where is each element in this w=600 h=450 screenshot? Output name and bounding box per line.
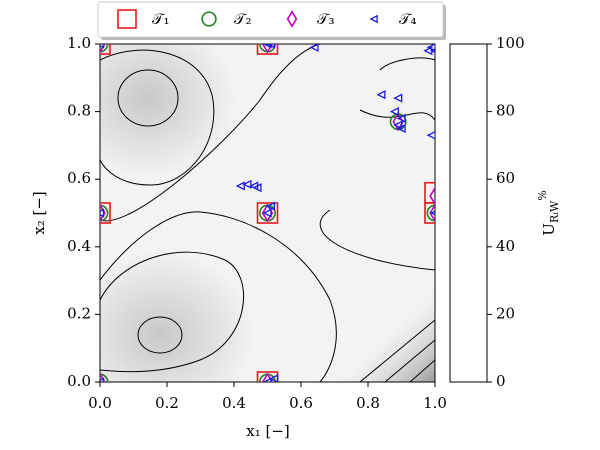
marker-diamond — [286, 10, 298, 28]
marker-triangle — [376, 90, 386, 100]
x-tick-label: 0.2 — [155, 394, 179, 412]
marker-triangle — [389, 107, 399, 117]
marker-circle — [201, 11, 217, 27]
x-tick-label: 0.8 — [356, 394, 380, 412]
x-tick-label: 0.6 — [289, 394, 313, 412]
colorbar-tick-label: 60 — [496, 169, 515, 187]
x-tick-label: 0.4 — [222, 394, 246, 412]
marker-triangle — [396, 113, 406, 123]
legend-label: 𝒯₁ — [152, 10, 170, 28]
marker-square — [424, 181, 435, 204]
marker-circle — [426, 204, 435, 222]
colorbar-tick-label: 80 — [496, 102, 515, 120]
y-axis-label: x₂ [−] — [30, 191, 48, 235]
marker-triangle — [265, 44, 276, 49]
colorbar-tick-label: 40 — [496, 237, 515, 255]
marker-triangle — [396, 123, 406, 134]
marker-square — [256, 44, 279, 55]
marker-triangle — [262, 208, 272, 218]
y-tick-label: 0.0 — [67, 372, 91, 390]
colorbar-tick-label: 0 — [496, 372, 506, 390]
y-tick-label: 0.4 — [67, 237, 91, 255]
contour-field — [100, 44, 435, 382]
marker-triangle — [393, 93, 403, 103]
legend-label: 𝒯₂ — [234, 10, 252, 28]
colorbar-label-unit: % — [536, 190, 549, 200]
marker-square — [256, 202, 279, 224]
colorbar-label-main: U — [540, 223, 558, 236]
x-axis-label: x₁ [−] — [246, 422, 290, 440]
y-tick-label: 0.6 — [67, 169, 91, 187]
marker-triangle — [426, 131, 435, 140]
colorbar-label: URₜW% — [536, 190, 561, 235]
marker-circle — [100, 204, 109, 222]
marker-triangle — [252, 183, 262, 193]
marker-diamond — [429, 203, 435, 223]
colorbar-tick-label: 100 — [496, 34, 525, 52]
points — [100, 44, 435, 382]
marker-triangle — [262, 377, 272, 382]
legend-label: 𝒯₃ — [317, 10, 335, 28]
marker-triangle — [393, 120, 403, 130]
y-tick-label: 0.2 — [67, 304, 91, 322]
marker-diamond — [392, 112, 404, 132]
marker-triangle — [269, 374, 279, 382]
x-tick-label: 0.0 — [88, 394, 112, 412]
marker-triangle — [369, 14, 378, 24]
marker-triangle — [235, 181, 245, 191]
legend-label: 𝒯₄ — [399, 10, 417, 28]
marker-diamond — [261, 44, 274, 54]
marker-diamond — [429, 186, 435, 206]
marker-triangle — [309, 44, 319, 52]
marker-square — [256, 371, 279, 382]
x-tick-label: 1.0 — [423, 394, 447, 412]
marker-square — [424, 202, 435, 224]
y-tick-label: 1.0 — [67, 34, 91, 52]
colorbar-label-sub: RₜW — [548, 200, 561, 223]
marker-square — [117, 9, 137, 29]
marker-triangle — [426, 44, 435, 52]
marker-square — [100, 202, 111, 224]
legend-box — [97, 1, 444, 38]
marker-triangle — [100, 208, 105, 218]
marker-triangle — [242, 179, 252, 189]
colorbar-tick-label: 20 — [496, 304, 515, 322]
marker-triangle — [265, 201, 276, 211]
marker-triangle — [262, 44, 272, 49]
colorbar — [449, 43, 488, 383]
y-tick-label: 0.8 — [67, 102, 91, 120]
